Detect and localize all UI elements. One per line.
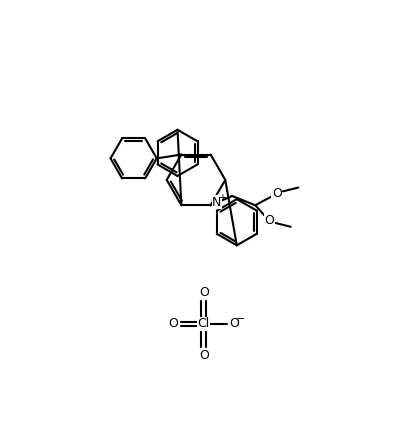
Text: −: − xyxy=(236,314,245,324)
Text: O: O xyxy=(264,214,274,227)
Text: O: O xyxy=(229,317,239,330)
Text: Cl: Cl xyxy=(197,317,210,330)
Text: O: O xyxy=(272,187,282,200)
Text: O: O xyxy=(168,317,178,330)
Text: O: O xyxy=(199,286,209,299)
Text: N: N xyxy=(212,196,221,209)
Text: +: + xyxy=(218,192,226,203)
Text: O: O xyxy=(199,349,209,362)
